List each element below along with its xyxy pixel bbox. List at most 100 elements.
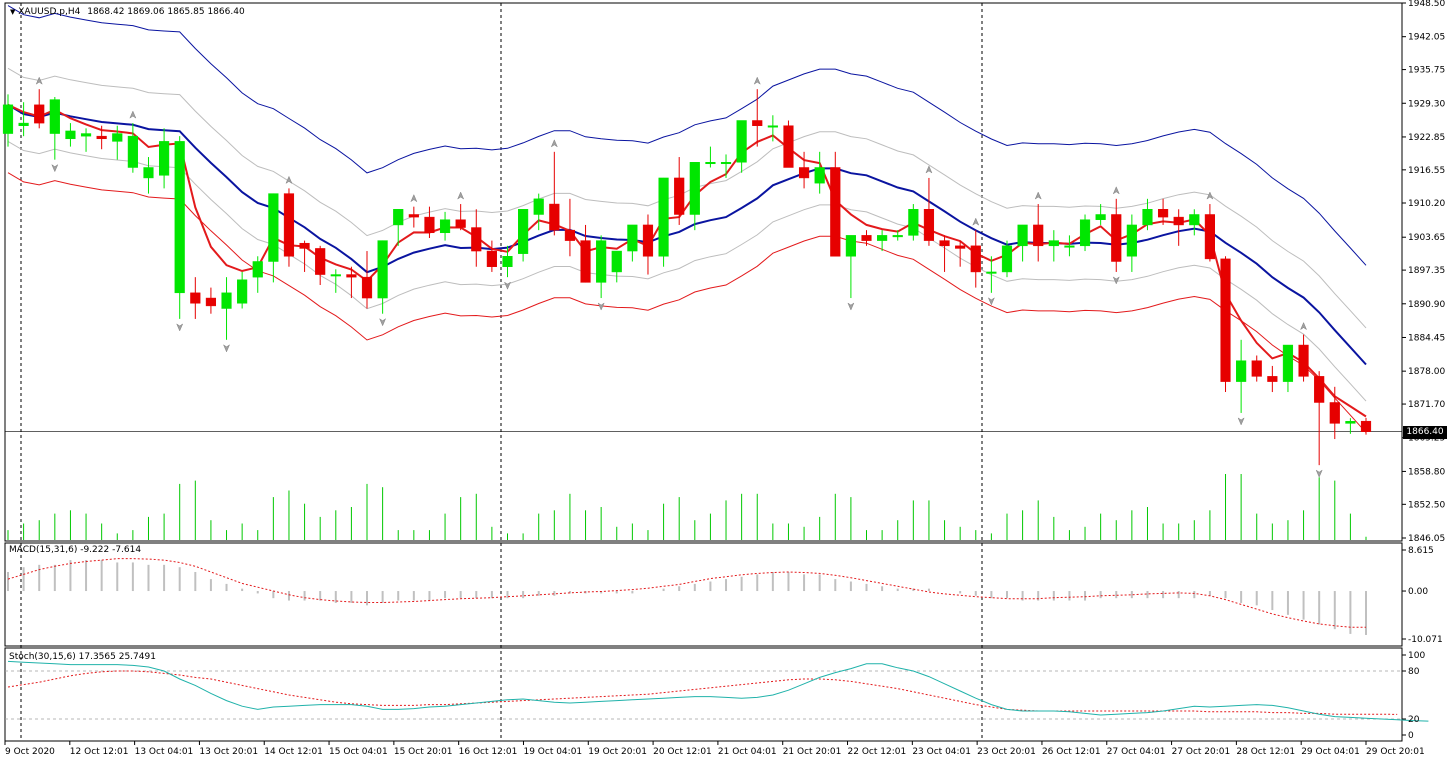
time-tick-label: 22 Oct 12:01 <box>848 747 907 757</box>
price-tick-label: 1878.00 <box>1408 367 1445 377</box>
fractal-up-arrow <box>1034 191 1042 200</box>
time-tick-label: 21 Oct 20:01 <box>783 747 842 757</box>
candle-body <box>1298 344 1309 377</box>
time-tick-label: 19 Oct 04:01 <box>523 747 582 757</box>
candle-body <box>471 227 482 252</box>
candle-body <box>1157 209 1169 218</box>
candle-body <box>658 177 669 257</box>
candle-body <box>190 292 201 304</box>
fractal-up-arrow <box>457 191 465 200</box>
price-tick-label: 1858.80 <box>1408 467 1445 477</box>
candle-body <box>237 279 248 304</box>
candle-body <box>1048 240 1059 247</box>
candle-body <box>642 224 654 257</box>
candle-body <box>767 125 778 128</box>
candle-body <box>268 193 279 262</box>
price-tick-label: 1897.35 <box>1408 266 1445 276</box>
candlesticks[interactable] <box>2 89 1372 466</box>
price-axis: 1948.50 1942.05 1935.75 1929.30 1922.85 1916.… <box>1402 0 1445 741</box>
session-separators <box>20 3 983 741</box>
candle-body <box>1173 216 1184 226</box>
ohlc-readout: 1868.42 1869.06 1865.85 1866.40 <box>87 7 245 17</box>
fractal-down-arrow <box>597 302 605 311</box>
moving-average-blue-line <box>7 103 1367 366</box>
fractal-up-arrow <box>285 175 293 185</box>
candle-body <box>736 120 747 163</box>
price-tick-label: 1916.55 <box>1408 166 1445 176</box>
candle-body <box>611 250 622 273</box>
macd-tick-label: 8.615 <box>1408 546 1434 556</box>
candle-body <box>955 245 966 249</box>
candle-body <box>361 276 373 299</box>
candle-body <box>845 235 856 257</box>
candle-body <box>502 256 513 267</box>
candle-body <box>439 219 451 234</box>
fractal-up-arrow <box>410 194 418 203</box>
candle-body <box>174 141 185 294</box>
candle-body <box>1017 224 1028 247</box>
candle-body <box>1251 360 1262 377</box>
candle-body <box>596 240 607 283</box>
candle-body <box>720 162 732 165</box>
candle-body <box>892 235 903 238</box>
candle-body <box>1079 219 1091 247</box>
candle-body <box>127 135 138 168</box>
candle-body <box>1111 214 1122 262</box>
candle-body <box>533 198 544 215</box>
stoch-tick-label: 0 <box>1408 731 1414 741</box>
candle-body <box>970 245 981 273</box>
envelope-inner-upper-line <box>7 67 1367 329</box>
candle-body <box>49 99 60 134</box>
candle-body <box>798 167 810 179</box>
candle-body <box>315 248 326 275</box>
time-tick-label: 20 Oct 12:01 <box>653 747 712 757</box>
fractal-down-arrow <box>379 318 387 327</box>
stoch-tick-label: 20 <box>1408 715 1420 725</box>
fractal-up-arrow <box>925 165 933 174</box>
candle-body <box>252 261 263 278</box>
price-tick-label: 1890.90 <box>1408 300 1445 310</box>
macd-tick-label: -10.071 <box>1408 635 1443 645</box>
time-tick-label: 19 Oct 20:01 <box>588 747 647 757</box>
fractal-down-arrow <box>176 323 184 332</box>
fractal-down-arrow <box>847 302 855 311</box>
candle-body <box>1095 214 1106 220</box>
candle-body <box>1220 258 1231 382</box>
fractal-down-arrow <box>1237 417 1245 426</box>
time-tick-label: 23 Oct 20:01 <box>977 747 1036 757</box>
candle-body <box>783 125 794 168</box>
stochastic-indicator <box>5 660 1429 722</box>
candle-body <box>1360 420 1372 432</box>
candle-body <box>408 214 419 218</box>
price-tick-label: 1942.05 <box>1408 33 1445 43</box>
envelope-upper-line <box>7 5 1367 266</box>
candle-body <box>283 193 295 257</box>
candle-body <box>580 240 591 283</box>
symbol-label: XAUUSD.p,H4 <box>18 7 81 17</box>
candle-body <box>1204 214 1215 260</box>
panel-frame-1 <box>4 542 1403 647</box>
panel-frames <box>4 2 1403 742</box>
candle-body <box>861 235 872 241</box>
time-tick-label: 14 Oct 12:01 <box>264 747 323 757</box>
candle-body <box>486 250 497 267</box>
moving-average-red-line <box>7 103 1367 418</box>
candle-body <box>346 274 357 278</box>
candle-body <box>830 167 841 257</box>
collapse-arrow-icon[interactable]: ▼ <box>10 8 16 16</box>
candle-body <box>908 209 919 236</box>
stoch-tick-label: 80 <box>1408 667 1420 677</box>
time-tick-label: 12 Oct 12:01 <box>70 747 129 757</box>
candle-body <box>564 229 576 241</box>
fractal-up-arrow <box>1112 186 1120 195</box>
candle-body <box>65 130 76 140</box>
candle-body <box>299 242 310 249</box>
candle-body <box>455 219 466 228</box>
chart-header: ▼ XAUUSD.p,H4 1868.42 1869.06 1865.85 18… <box>10 7 245 17</box>
candle-body <box>18 122 29 126</box>
candle-body <box>1314 376 1325 403</box>
time-tick-label: 9 Oct 2020 <box>5 747 55 757</box>
time-tick-label: 15 Oct 20:01 <box>394 747 453 757</box>
candle-body <box>689 162 700 215</box>
